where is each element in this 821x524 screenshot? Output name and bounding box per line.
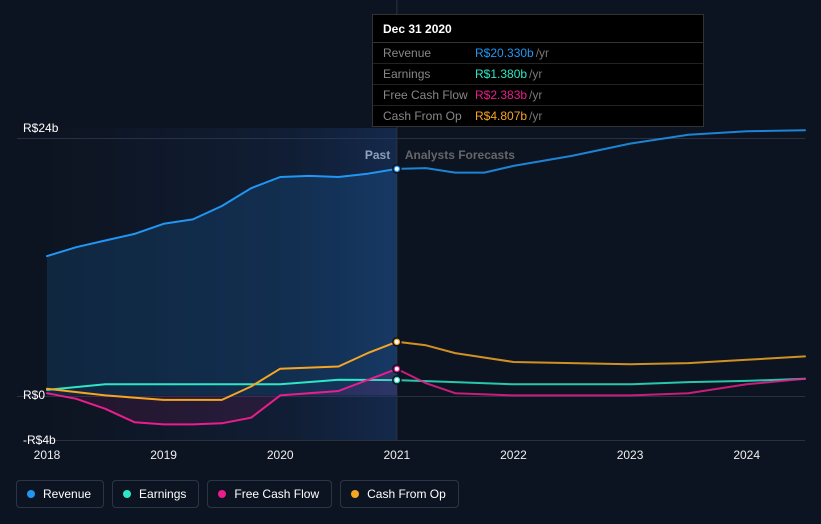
- financials-line-chart: [47, 128, 805, 440]
- legend-item-label: Cash From Op: [367, 487, 446, 501]
- legend-item-earnings[interactable]: Earnings: [112, 480, 199, 508]
- tooltip-row-label: Earnings: [383, 67, 475, 81]
- legend-item-cfo[interactable]: Cash From Op: [340, 480, 459, 508]
- legend-item-fcf[interactable]: Free Cash Flow: [207, 480, 332, 508]
- legend-item-label: Revenue: [43, 487, 91, 501]
- y-axis-label: R$0: [23, 388, 45, 402]
- chart-tooltip: Dec 31 2020 RevenueR$20.330b /yrEarnings…: [372, 14, 704, 127]
- revenue-legend-dot: [27, 490, 35, 498]
- tooltip-row: Cash From OpR$4.807b /yr: [373, 106, 703, 126]
- earnings-marker-dot: [395, 378, 399, 382]
- tooltip-row-value: R$20.330b: [475, 46, 534, 60]
- x-axis-label: 2020: [267, 448, 294, 462]
- tooltip-row: EarningsR$1.380b /yr: [373, 64, 703, 85]
- x-axis-label: 2018: [34, 448, 61, 462]
- chart-legend: Revenue Earnings Free Cash Flow Cash From O…: [16, 480, 459, 508]
- revenue-line-forecast: [397, 130, 805, 172]
- x-axis-label: 2022: [500, 448, 527, 462]
- legend-item-label: Earnings: [139, 487, 186, 501]
- tooltip-row-label: Free Cash Flow: [383, 88, 475, 102]
- legend-item-revenue[interactable]: Revenue: [16, 480, 104, 508]
- tooltip-row: Free Cash FlowR$2.383b /yr: [373, 85, 703, 106]
- legend-item-label: Free Cash Flow: [234, 487, 319, 501]
- tooltip-row-label: Cash From Op: [383, 109, 475, 123]
- tooltip-row-value: R$1.380b: [475, 67, 527, 81]
- tooltip-row-unit: /yr: [529, 109, 542, 123]
- revenue-marker-dot: [395, 167, 399, 171]
- tooltip-date: Dec 31 2020: [373, 15, 703, 43]
- x-axis-label: 2024: [733, 448, 760, 462]
- cfo-marker-dot: [395, 340, 399, 344]
- tooltip-row-value: R$4.807b: [475, 109, 527, 123]
- tooltip-row-unit: /yr: [529, 88, 542, 102]
- fcf-legend-dot: [218, 490, 226, 498]
- x-axis-label: 2023: [617, 448, 644, 462]
- x-axis-label: 2019: [150, 448, 177, 462]
- tooltip-row-label: Revenue: [383, 46, 475, 60]
- cfo-line-forecast: [397, 342, 805, 364]
- cfo-legend-dot: [351, 490, 359, 498]
- earnings-legend-dot: [123, 490, 131, 498]
- earnings-line-forecast: [397, 379, 805, 385]
- tooltip-row-unit: /yr: [529, 67, 542, 81]
- fcf-marker-dot: [395, 367, 399, 371]
- tooltip-row-unit: /yr: [536, 46, 549, 60]
- tooltip-row: RevenueR$20.330b /yr: [373, 43, 703, 64]
- tooltip-row-value: R$2.383b: [475, 88, 527, 102]
- chart-x-axis: [47, 440, 805, 441]
- x-axis-label: 2021: [383, 448, 410, 462]
